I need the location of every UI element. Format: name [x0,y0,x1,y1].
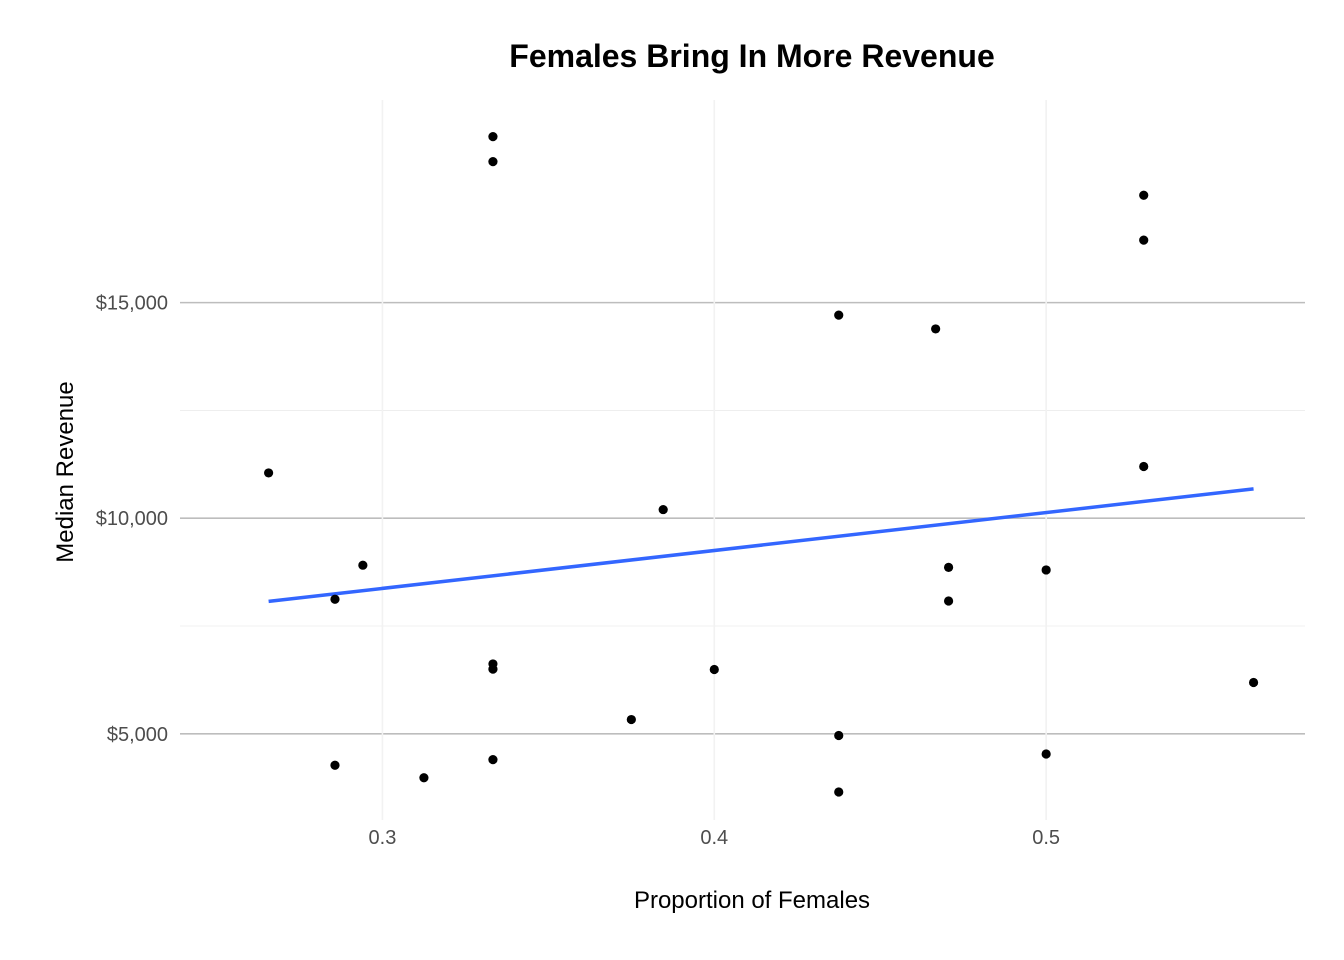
data-point [834,310,844,320]
data-point [943,596,954,606]
data-point [931,324,941,334]
data-point [1248,677,1259,688]
x-axis-title: Proportion of Females [634,887,870,914]
x-tick-label: 0.3 [369,827,397,849]
major-gridlines [180,100,1305,820]
data-point [330,760,340,770]
data-point [626,714,636,725]
x-axis-ticks: 0.3 0.4 0.5 [369,827,1061,849]
y-axis-title: Median Revenue [52,381,79,562]
data-points [264,132,1259,797]
data-point [1041,565,1051,575]
data-point [1139,235,1149,245]
trend-line [268,487,1254,604]
data-point [1041,749,1051,759]
data-point [1139,190,1149,200]
trend-line-group [268,487,1254,604]
y-tick-label: $10,000 [96,508,168,530]
data-point [488,157,498,167]
data-point [358,560,368,570]
data-point [419,773,429,783]
chart-title: Females Bring In More Revenue [509,38,994,74]
data-point [1139,461,1149,472]
data-point [330,594,340,604]
data-point [488,755,498,765]
data-point [264,468,274,478]
data-point [943,562,954,572]
data-point [709,664,719,675]
data-point [658,504,668,515]
y-tick-label: $5,000 [107,724,168,746]
data-point [834,730,844,741]
minor-gridlines [180,410,1305,627]
data-point [488,664,498,674]
y-axis-ticks: $5,000 $10,000 $15,000 [96,293,168,746]
data-point [488,132,498,142]
data-point [834,787,844,797]
y-tick-label: $15,000 [96,293,168,315]
x-tick-label: 0.4 [700,827,728,849]
x-tick-label: 0.5 [1032,827,1060,849]
